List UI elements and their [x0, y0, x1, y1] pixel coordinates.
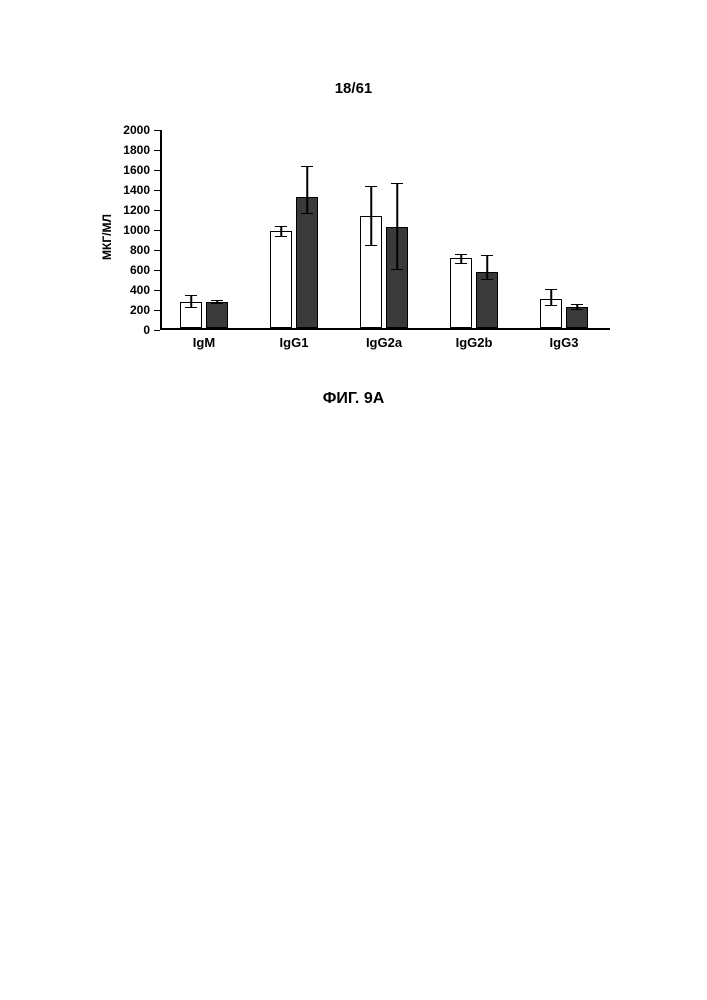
x-tick-label: IgG3 [530, 335, 598, 350]
figure-caption: ФИГ. 9A [0, 390, 707, 408]
error-cap [275, 236, 287, 238]
bar-group-b [296, 197, 318, 328]
error-cap [481, 279, 493, 281]
error-cap [185, 307, 197, 309]
bar-group-a [270, 231, 292, 328]
bar-group-a [450, 258, 472, 328]
y-tick [154, 270, 160, 271]
error-cap [301, 166, 313, 168]
y-tick-label: 1000 [102, 223, 150, 237]
error-bar [306, 166, 308, 214]
error-cap [275, 226, 287, 228]
y-tick [154, 190, 160, 191]
y-tick [154, 210, 160, 211]
plot-area [160, 130, 610, 330]
y-tick-label: 400 [102, 283, 150, 297]
bar-group-b [206, 302, 228, 328]
error-cap [455, 254, 467, 256]
error-cap [391, 183, 403, 185]
y-tick [154, 250, 160, 251]
error-cap [481, 255, 493, 257]
y-tick-label: 2000 [102, 123, 150, 137]
error-cap [211, 300, 223, 302]
error-cap [391, 269, 403, 271]
y-tick [154, 170, 160, 171]
error-bar [370, 186, 372, 246]
y-tick [154, 130, 160, 131]
error-cap [301, 213, 313, 215]
page-number: 18/61 [0, 80, 707, 97]
y-tick-label: 1400 [102, 183, 150, 197]
y-tick [154, 290, 160, 291]
error-cap [185, 295, 197, 297]
error-cap [571, 304, 583, 306]
error-cap [365, 245, 377, 247]
error-bar [486, 255, 488, 280]
y-tick-label: 1200 [102, 203, 150, 217]
y-tick-label: 1800 [102, 143, 150, 157]
bar-group-b [476, 272, 498, 328]
error-bar [396, 183, 398, 270]
bar-group-b [566, 307, 588, 328]
error-cap [455, 263, 467, 265]
x-tick-label: IgG2a [350, 335, 418, 350]
bar-chart: МКГ/МЛ 020040060080010001200140016001800… [100, 130, 610, 345]
x-tick-label: IgG1 [260, 335, 328, 350]
x-tick-label: IgG2b [440, 335, 508, 350]
error-cap [211, 303, 223, 305]
y-tick [154, 150, 160, 151]
error-cap [545, 289, 557, 291]
y-tick-label: 1600 [102, 163, 150, 177]
y-tick [154, 230, 160, 231]
error-cap [365, 186, 377, 188]
y-tick-label: 0 [102, 323, 150, 337]
y-tick [154, 330, 160, 331]
y-tick-label: 800 [102, 243, 150, 257]
y-tick-label: 200 [102, 303, 150, 317]
y-tick-label: 600 [102, 263, 150, 277]
error-cap [545, 305, 557, 307]
error-cap [571, 309, 583, 311]
error-bar [550, 289, 552, 306]
x-tick-label: IgM [170, 335, 238, 350]
y-tick [154, 310, 160, 311]
